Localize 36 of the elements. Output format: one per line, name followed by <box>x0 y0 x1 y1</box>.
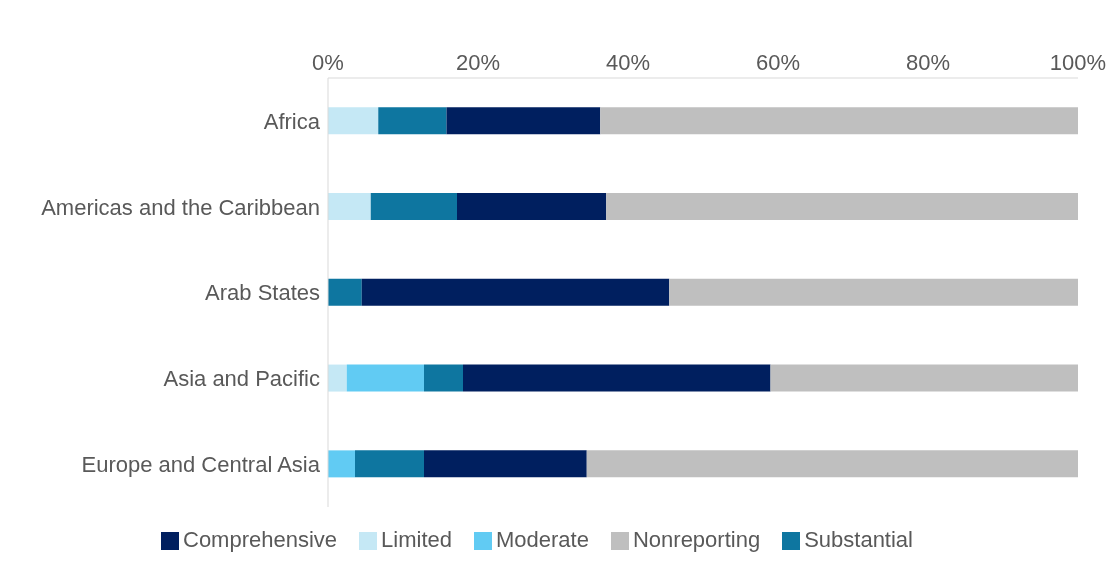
legend-label: Limited <box>381 527 452 552</box>
bar <box>586 450 1078 478</box>
bar <box>328 364 347 392</box>
bar <box>424 364 463 392</box>
y-tick-label: Africa <box>263 108 321 134</box>
bar <box>355 450 424 478</box>
x-tick-label: 100% <box>1049 50 1107 75</box>
x-tick-label: 20% <box>455 50 501 75</box>
bar <box>770 364 1078 392</box>
y-tick-label: Asia and Pacific <box>163 366 320 392</box>
bar <box>328 278 362 306</box>
bar <box>457 192 607 220</box>
legend-label: Nonreporting <box>632 527 761 552</box>
x-tick-label: 80% <box>905 50 951 75</box>
bar <box>328 450 355 478</box>
y-tick-label: Europe and Central Asia <box>81 451 321 477</box>
bar <box>328 107 379 135</box>
bar <box>463 364 771 392</box>
bar <box>361 278 670 306</box>
bar <box>600 107 1078 135</box>
legend-label: Moderate <box>496 527 589 552</box>
x-tick-label: 40% <box>605 50 651 75</box>
bar <box>446 107 601 135</box>
y-tick-label: Arab States <box>205 280 320 306</box>
bar <box>606 192 1078 220</box>
x-tick-label: 60% <box>755 50 801 75</box>
bar <box>669 278 1078 306</box>
bar <box>346 364 424 392</box>
y-tick-label: Americas and the Caribbean <box>41 194 320 220</box>
bar <box>424 450 587 478</box>
legend-label: Substantial <box>804 527 913 552</box>
bar <box>370 192 457 220</box>
legend-label: Comprehensive <box>183 527 338 552</box>
bar <box>378 107 447 135</box>
x-tick-label: 0% <box>312 50 344 75</box>
bar <box>328 192 371 220</box>
